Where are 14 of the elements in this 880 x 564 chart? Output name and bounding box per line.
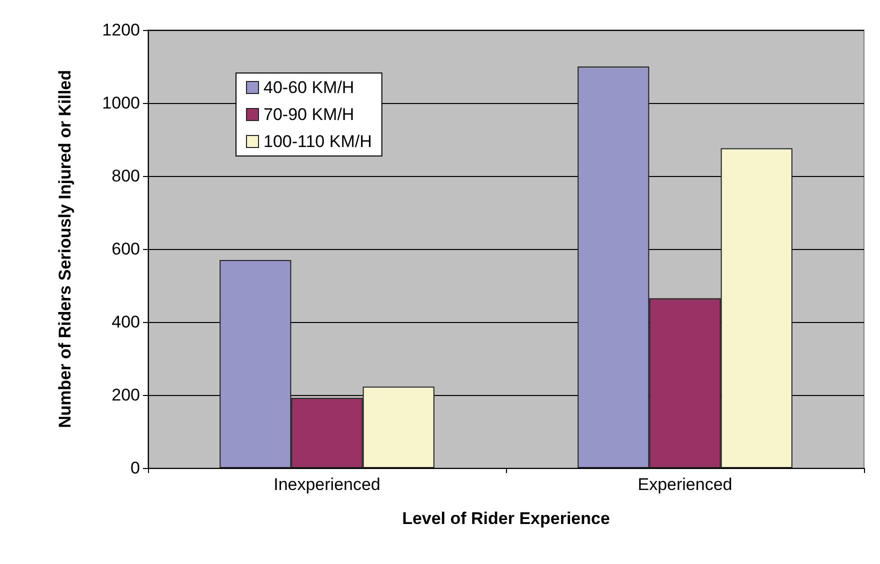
x-tick-label: Inexperienced	[274, 475, 380, 494]
y-tick-label: 1200	[102, 20, 140, 40]
y-axis-title: Number of Riders Seriously Injured or Killed	[56, 70, 74, 428]
y-tick-label: 400	[112, 312, 140, 332]
y-tick-label: 600	[112, 240, 140, 258]
x-axis-title: Level of Rider Experience	[402, 509, 610, 528]
y-tick-label: 1000	[102, 94, 140, 112]
legend-label: 100-110 KM/H	[264, 132, 372, 151]
y-tick-label: 800	[112, 166, 140, 186]
legend-label: 40-60 KM/H	[264, 78, 354, 97]
legend-label: 70-90 KM/H	[264, 105, 354, 124]
y-tick-label: 200	[112, 386, 140, 404]
y-tick-label: 0	[130, 458, 140, 478]
x-tick-label: Experienced	[638, 475, 732, 494]
